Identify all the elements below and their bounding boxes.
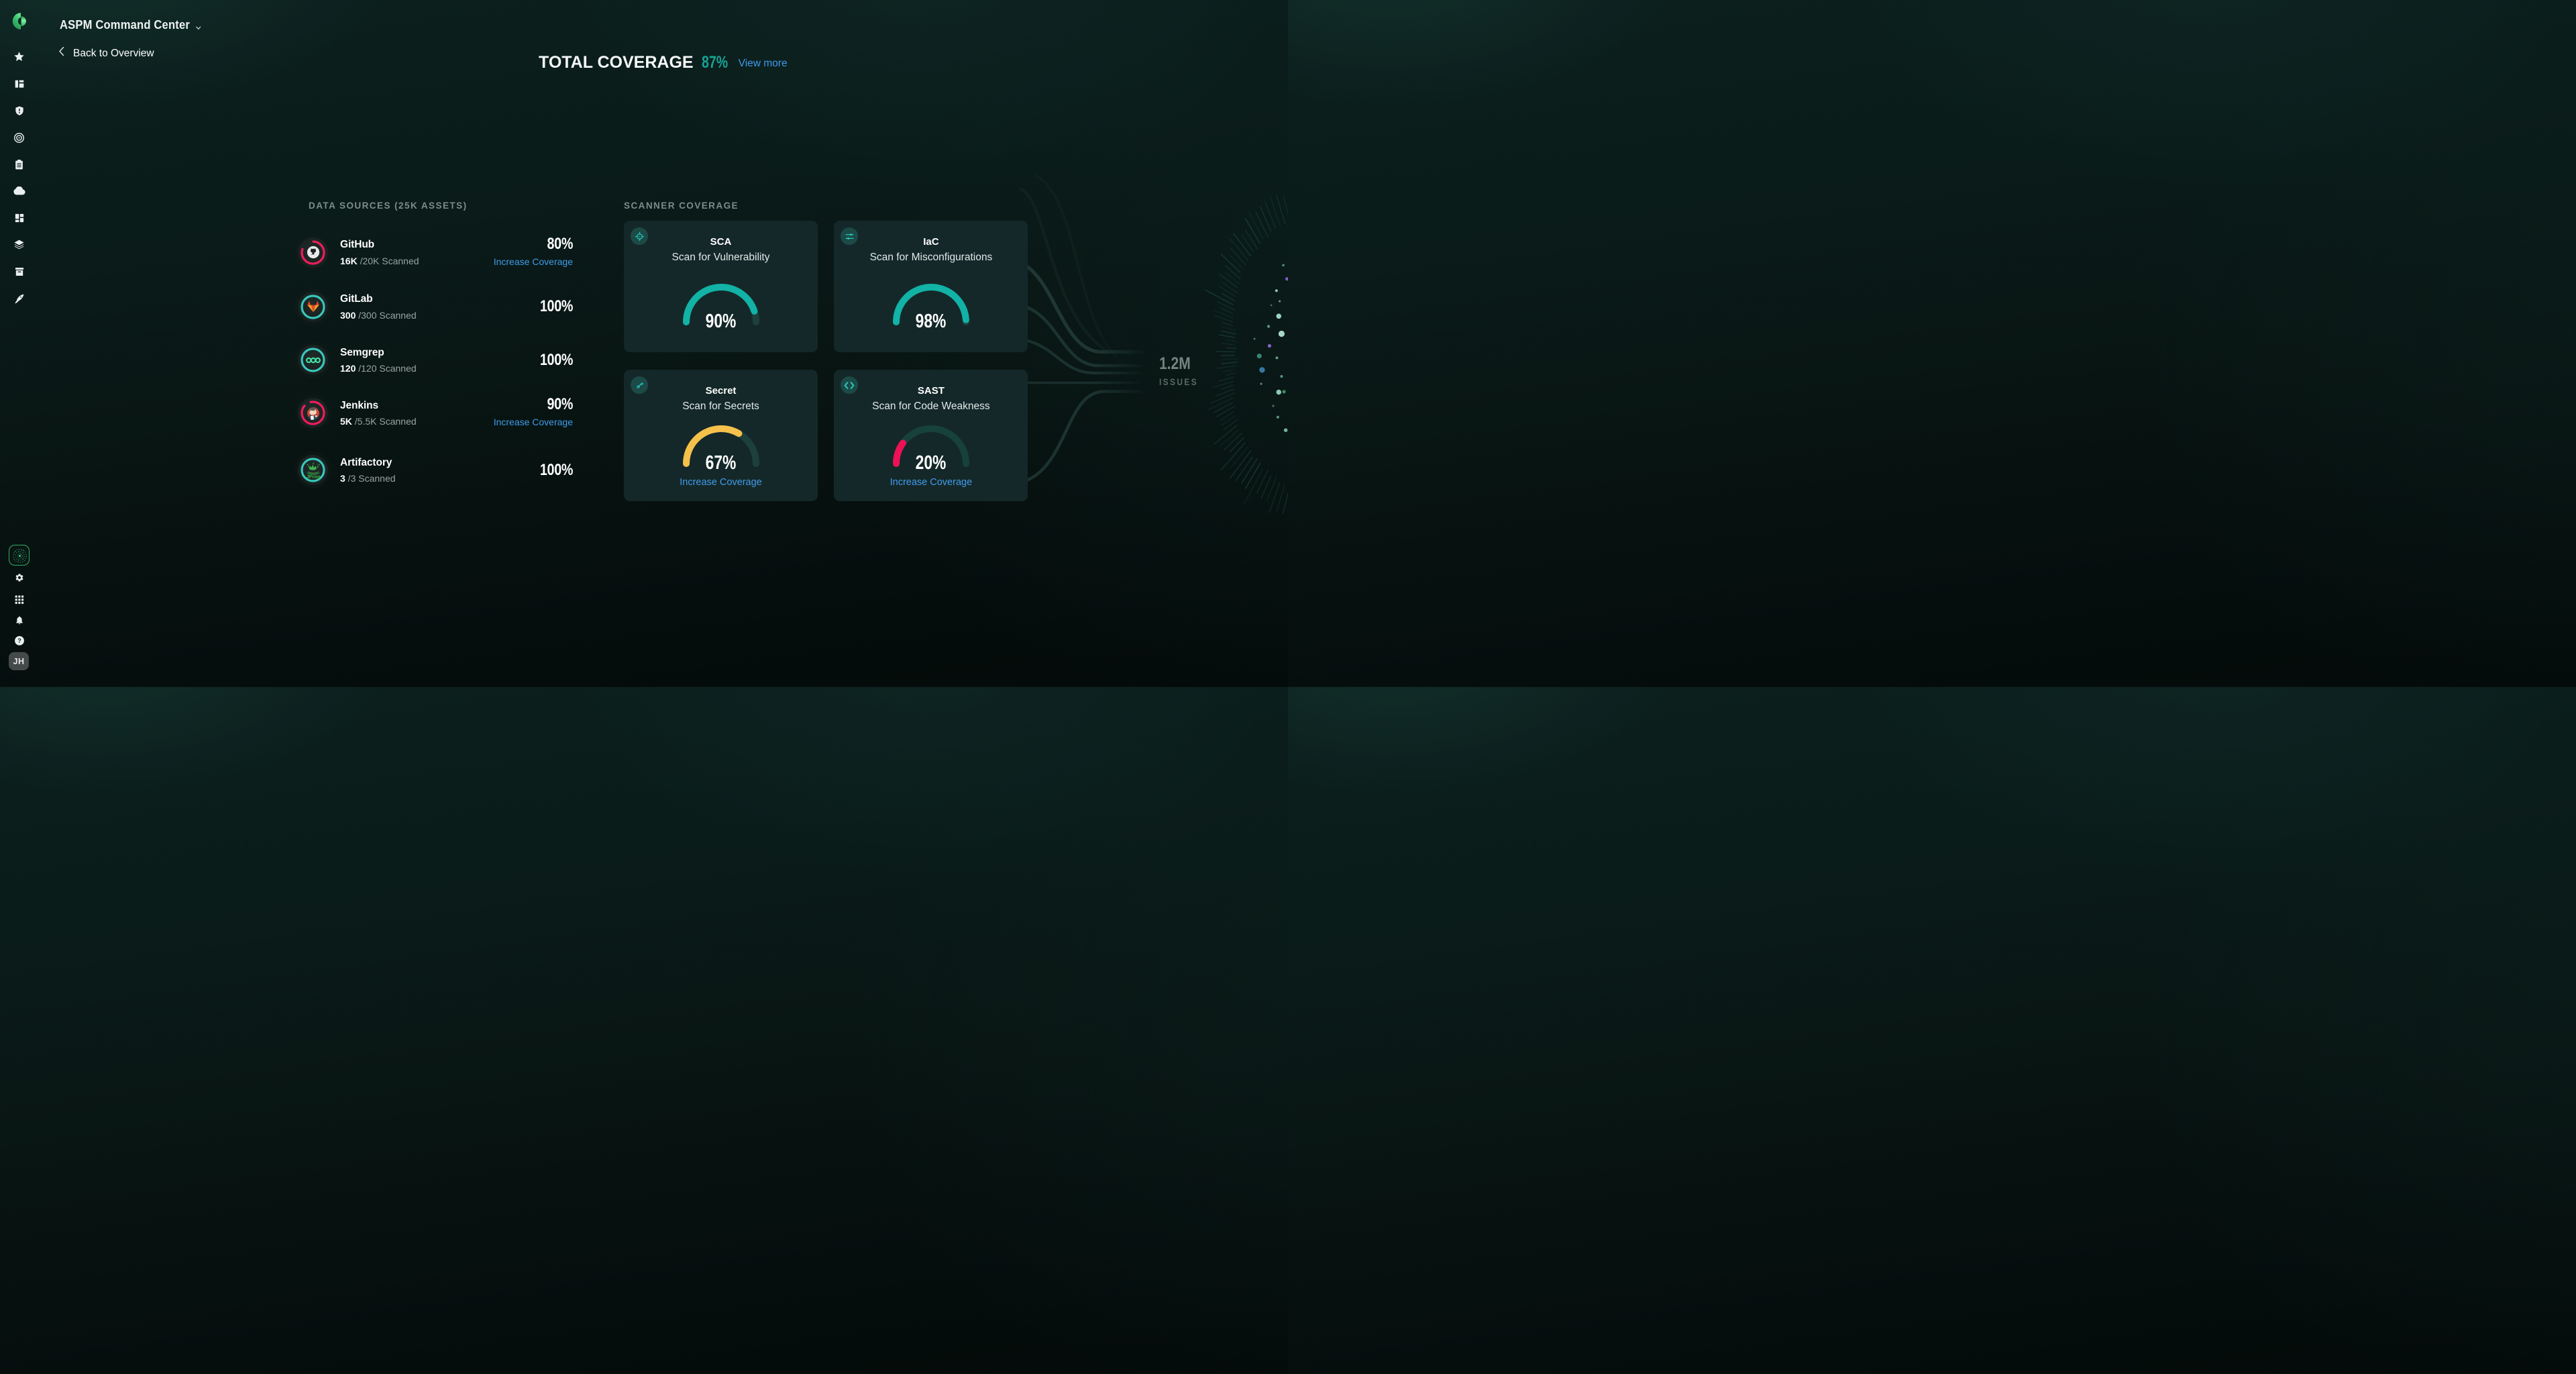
svg-text:JFrog: JFrog — [306, 474, 320, 480]
svg-text:?: ? — [17, 637, 21, 644]
